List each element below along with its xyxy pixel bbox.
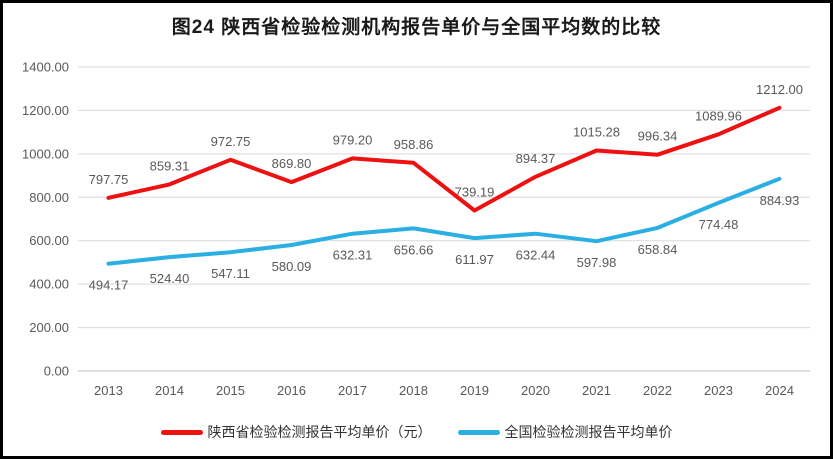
- line-chart-plot-area: 0.00 200.00 400.00 600.00 800.00 1000.00 1200.…: [22, 60, 810, 398]
- data-label: 979.20: [333, 132, 373, 147]
- series-line-national: [106, 176, 782, 266]
- x-axis-tick-label: 2024: [765, 383, 794, 398]
- x-axis-tick-label: 2020: [521, 383, 550, 398]
- data-label: 797.75: [89, 172, 129, 187]
- data-label: 739.19: [455, 184, 495, 199]
- data-label: 884.93: [760, 193, 800, 208]
- data-label: 774.48: [699, 217, 739, 232]
- data-label: 632.44: [516, 248, 556, 263]
- legend: 陕西省检验检测报告平均单价（元） 全国检验检测报告平均单价: [3, 409, 830, 455]
- y-axis-tick-label: 600.00: [29, 233, 69, 248]
- data-label: 972.75: [211, 134, 251, 149]
- x-axis-tick-label: 2019: [460, 383, 489, 398]
- x-axis-tick-label: 2021: [582, 383, 611, 398]
- legend-line-swatch-red: [160, 429, 203, 435]
- chart-title: 图24 陕西省检验检测机构报告单价与全国平均数的比较: [171, 16, 662, 38]
- data-label: 597.98: [577, 255, 617, 270]
- data-label: 859.31: [150, 158, 190, 173]
- legend-line-swatch-blue: [457, 429, 500, 435]
- y-axis-tick-label: 1400.00: [22, 60, 69, 75]
- data-label: 632.31: [333, 248, 373, 263]
- legend-label-shaanxi: 陕西省检验检测报告平均单价（元）: [207, 424, 432, 440]
- x-axis-tick-label: 2013: [94, 383, 123, 398]
- y-axis-tick-label: 400.00: [29, 277, 69, 292]
- series-line-shaanxi: [106, 105, 782, 213]
- data-label: 958.86: [394, 137, 434, 152]
- x-axis-tick-label: 2014: [155, 383, 184, 398]
- y-axis-tick-label: 0.00: [44, 364, 69, 379]
- legend-item-national: 全国检验检测报告平均单价: [457, 422, 673, 442]
- data-label: 1089.96: [695, 108, 742, 123]
- x-axis-tick-label: 2018: [399, 383, 428, 398]
- legend-label-national: 全国检验检测报告平均单价: [504, 424, 673, 440]
- x-axis-tick-label: 2016: [277, 383, 306, 398]
- data-label: 611.97: [455, 252, 494, 267]
- data-label: 894.37: [516, 151, 556, 166]
- x-axis-tick-label: 2022: [643, 383, 672, 398]
- y-axis-tick-label: 1000.00: [22, 146, 69, 161]
- data-label: 580.09: [272, 259, 312, 274]
- x-axis-tick-label: 2017: [338, 383, 367, 398]
- data-label: 1015.28: [573, 125, 620, 140]
- y-axis-tick-label: 200.00: [29, 320, 69, 335]
- y-axis-tick-label: 800.00: [29, 190, 69, 205]
- y-axis-tick-label: 1200.00: [22, 103, 69, 118]
- data-label: 547.11: [211, 266, 250, 281]
- data-label: 524.40: [150, 271, 190, 286]
- legend-item-shaanxi: 陕西省检验检测报告平均单价（元）: [160, 422, 432, 442]
- data-label: 494.17: [89, 278, 129, 293]
- x-axis-tick-label: 2015: [216, 383, 245, 398]
- data-label: 656.66: [394, 242, 434, 257]
- x-axis-tick-label: 2023: [704, 383, 733, 398]
- data-label: 996.34: [638, 129, 678, 144]
- data-label: 658.84: [638, 242, 678, 257]
- data-label: 869.80: [272, 156, 312, 171]
- data-label: 1212.00: [756, 82, 803, 97]
